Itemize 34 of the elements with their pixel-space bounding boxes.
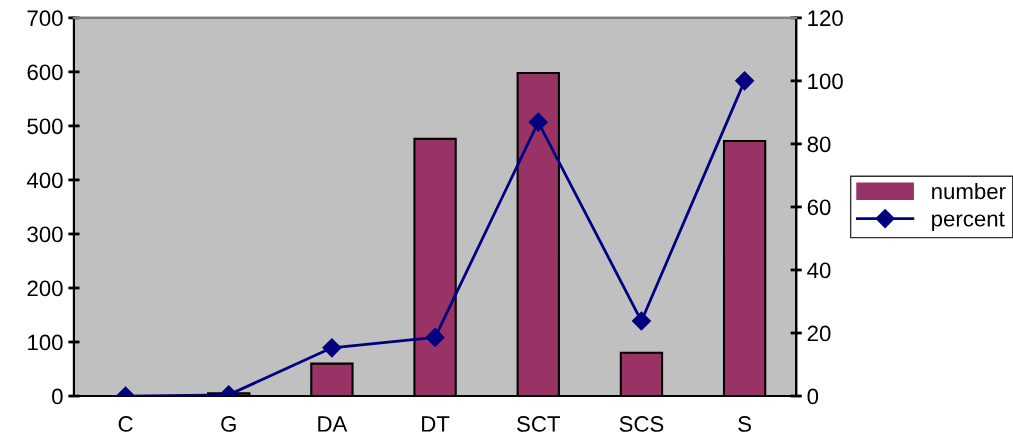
y-tick-label: 400	[26, 172, 63, 189]
point	[735, 71, 755, 91]
x-tick-label: C	[118, 416, 133, 432]
point	[425, 327, 445, 347]
bar	[516, 71, 560, 397]
y2-tick-label: 20	[807, 325, 831, 342]
y2-tick-label: 60	[807, 199, 831, 216]
y2-tick-label: 120	[808, 10, 843, 27]
y-tick-label: 700	[27, 10, 63, 27]
x-tick-label: S	[738, 416, 752, 432]
x-tick-label: G	[221, 416, 236, 432]
x-tick-label: SCS	[619, 416, 664, 432]
bar	[310, 362, 354, 397]
y2-tick-label: 40	[807, 262, 831, 279]
x-tick-label: SCT	[517, 416, 560, 432]
y-tick-label: 0	[52, 388, 63, 405]
y-tick-label: 600	[27, 64, 63, 81]
bar	[619, 351, 664, 397]
x-tick-label: DT	[422, 416, 450, 432]
y2-tick-label: 0	[807, 388, 819, 405]
y-tick-label: 300	[27, 226, 63, 243]
y2-tick-label: 80	[807, 136, 831, 153]
y-tick-label: 500	[27, 118, 63, 135]
legend-label: percent	[932, 212, 1005, 231]
y-tick-label: 200	[27, 280, 63, 297]
x-tick-label: DA	[318, 416, 348, 432]
y2-tick-label: 100	[808, 73, 843, 90]
legend-label: number	[932, 182, 1006, 200]
point	[528, 112, 548, 132]
y-tick-label: 100	[28, 334, 63, 351]
point	[631, 311, 651, 331]
point	[322, 338, 342, 358]
bar	[722, 139, 767, 397]
bar	[413, 137, 457, 397]
